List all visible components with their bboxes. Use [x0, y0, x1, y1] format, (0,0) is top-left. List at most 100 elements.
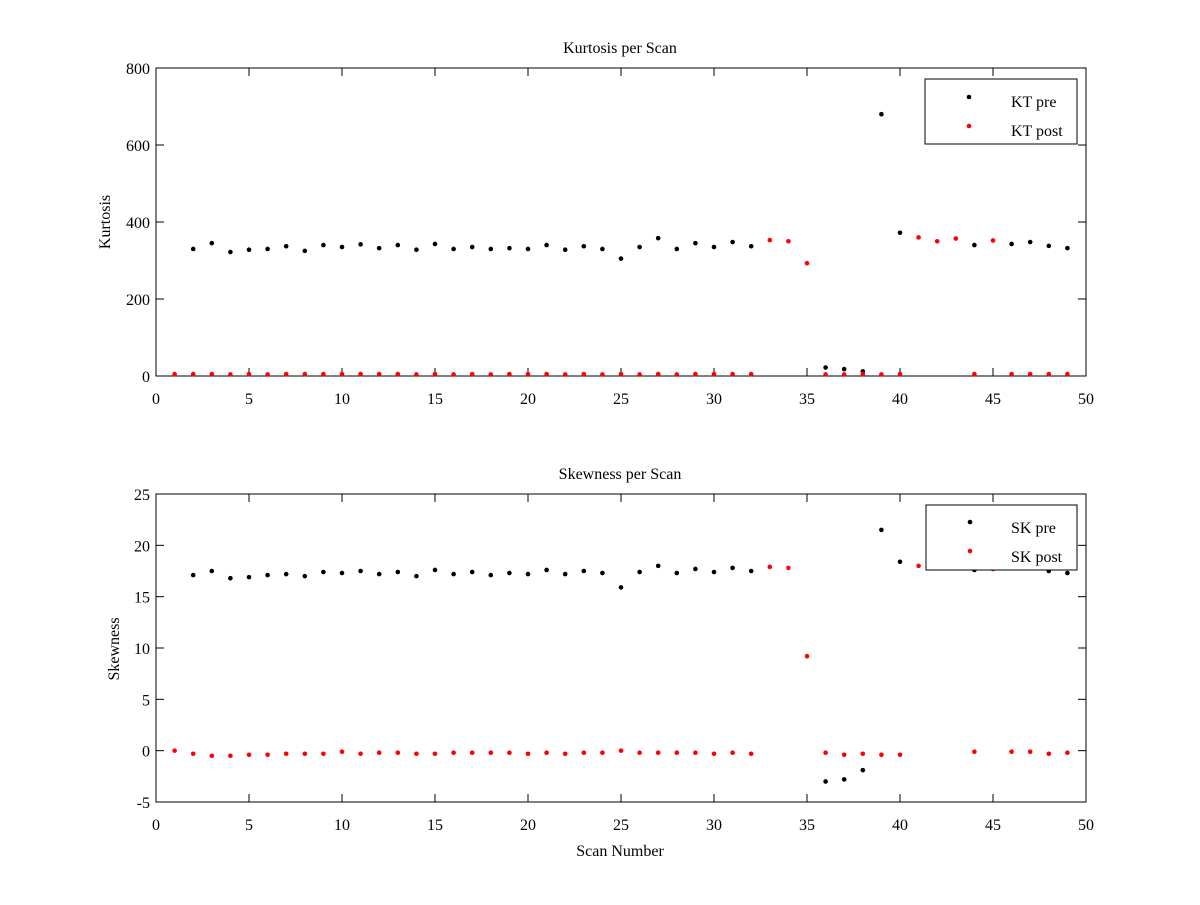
data-point	[600, 372, 605, 377]
data-point	[228, 249, 233, 255]
data-point	[972, 242, 977, 248]
data-point	[283, 371, 289, 377]
data-point	[693, 240, 698, 246]
data-point	[488, 572, 494, 578]
kurtosis-y-axis-label: Kurtosis	[97, 195, 114, 249]
data-point	[228, 575, 233, 581]
legend-label-kt-pre: KT pre	[1011, 94, 1056, 111]
skewness-x-tick-label: 10	[334, 817, 350, 834]
data-point	[376, 245, 382, 251]
data-point	[748, 371, 754, 377]
kurtosis-x-tick-label: 5	[245, 391, 253, 408]
data-point	[841, 752, 847, 758]
data-point	[637, 569, 642, 575]
kurtosis-y-tick-label: 600	[126, 138, 150, 155]
data-point	[1065, 371, 1070, 377]
data-point	[414, 751, 419, 757]
legend-label-kt-post: KT post	[1011, 123, 1063, 140]
data-point	[507, 570, 512, 576]
data-point	[879, 527, 884, 533]
data-point	[265, 572, 270, 578]
data-point	[581, 371, 587, 377]
data-point	[451, 246, 456, 252]
data-point	[711, 371, 717, 377]
data-point	[841, 366, 847, 372]
data-point	[804, 653, 810, 659]
data-point	[265, 246, 270, 252]
skewness-x-tick-label: 50	[1078, 817, 1094, 834]
data-point	[283, 243, 289, 249]
skewness-x-tick-label: 25	[613, 817, 629, 834]
skewness-y-tick-label: 20	[134, 538, 150, 555]
data-point	[246, 371, 252, 377]
kurtosis-x-tick-label: 35	[799, 391, 815, 408]
data-point	[916, 563, 921, 569]
data-point	[972, 749, 977, 754]
legend-marker-sk-post	[967, 548, 973, 554]
data-point	[172, 371, 177, 377]
data-point	[451, 750, 456, 756]
data-point	[637, 372, 642, 377]
data-point	[209, 240, 215, 246]
data-point	[544, 371, 549, 377]
data-point	[283, 571, 289, 577]
data-point	[358, 371, 363, 377]
kurtosis-y-tick-label: 0	[142, 369, 150, 386]
data-point	[990, 238, 996, 243]
data-point	[730, 750, 735, 756]
data-point	[172, 748, 177, 753]
data-point	[190, 371, 196, 377]
data-point	[860, 767, 866, 773]
legend-marker-sk-pre	[967, 519, 973, 525]
data-point	[897, 559, 903, 565]
data-point	[562, 751, 568, 757]
data-point	[711, 244, 717, 250]
data-point	[600, 750, 605, 756]
kurtosis-legend: KT pre KT post	[924, 78, 1078, 145]
data-point	[525, 751, 531, 757]
data-point	[786, 565, 791, 571]
data-point	[953, 236, 959, 241]
data-point	[376, 571, 382, 577]
skewness-x-tick-label: 35	[799, 817, 815, 834]
data-point	[786, 238, 791, 244]
data-point	[897, 230, 903, 236]
data-point	[321, 569, 326, 575]
data-point	[507, 245, 512, 251]
data-point	[265, 752, 270, 758]
legend-box	[925, 504, 1078, 571]
skewness-x-tick-label: 45	[985, 817, 1001, 834]
data-point	[841, 372, 847, 377]
data-point	[376, 750, 382, 756]
data-point	[748, 751, 754, 757]
data-point	[581, 750, 587, 756]
data-point	[674, 246, 680, 252]
kurtosis-y-tick-label: 200	[126, 292, 150, 309]
data-point	[469, 750, 475, 756]
kurtosis-x-tick-label: 30	[706, 391, 722, 408]
data-point	[339, 244, 345, 250]
data-point	[209, 371, 215, 377]
data-point	[600, 570, 605, 576]
skewness-y-tick-label: 25	[134, 487, 150, 504]
data-point	[655, 563, 661, 569]
kurtosis-panel: Kurtosis per Scan Kurtosis 0 5 10 15 20 25 30 3…	[97, 40, 1094, 408]
data-point	[1027, 239, 1033, 245]
skewness-y-axis-label: Skewness	[106, 617, 123, 680]
data-point	[841, 777, 847, 782]
data-point	[302, 248, 308, 254]
data-point	[1009, 749, 1014, 754]
data-point	[321, 242, 326, 248]
data-point	[488, 372, 494, 377]
data-point	[302, 751, 308, 757]
data-point	[730, 565, 735, 571]
skewness-title: Skewness per Scan	[559, 466, 682, 483]
data-point	[414, 573, 419, 579]
kurtosis-x-tick-label: 20	[520, 391, 536, 408]
data-point	[767, 237, 773, 243]
skewness-y-tick-label: 5	[142, 692, 150, 709]
data-point	[265, 372, 270, 377]
data-point	[321, 751, 326, 757]
data-point	[358, 751, 363, 757]
